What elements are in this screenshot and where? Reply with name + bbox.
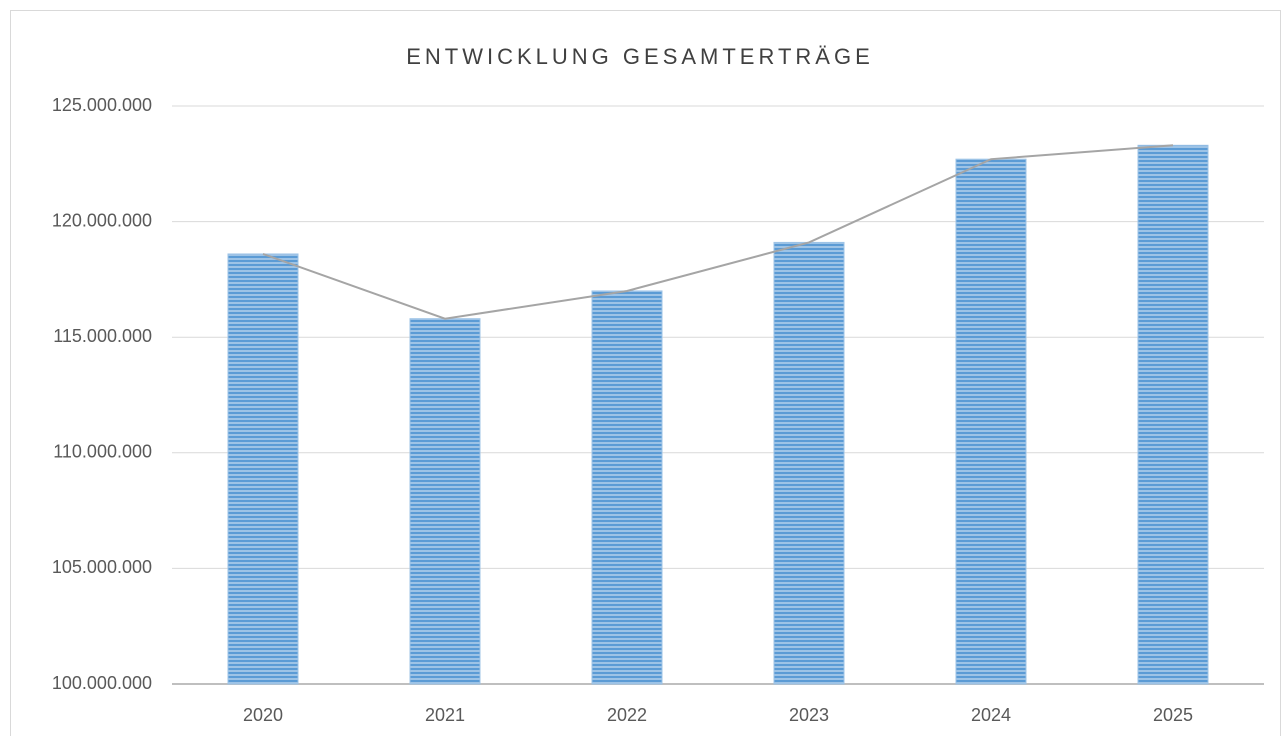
y-tick-label: 115.000.000 bbox=[53, 326, 152, 346]
bar bbox=[955, 158, 1027, 685]
bar bbox=[409, 318, 481, 685]
x-tick-label: 2023 bbox=[789, 705, 829, 725]
bar bbox=[773, 241, 845, 685]
x-tick-label: 2021 bbox=[425, 705, 465, 725]
x-tick-label: 2025 bbox=[1153, 705, 1193, 725]
x-tick-label: 2022 bbox=[607, 705, 647, 725]
bar bbox=[591, 290, 663, 685]
y-tick-label: 125.000.000 bbox=[52, 95, 152, 115]
x-tick-label: 2020 bbox=[243, 705, 283, 725]
y-tick-label: 100.000.000 bbox=[52, 673, 152, 693]
y-tick-label: 110.000.000 bbox=[53, 442, 152, 462]
bar bbox=[227, 253, 299, 685]
trend-line bbox=[262, 144, 1174, 320]
chart-title: ENTWICKLUNG GESAMTERTRÄGE bbox=[406, 44, 874, 69]
y-tick-label: 105.000.000 bbox=[52, 557, 152, 577]
x-tick-label: 2024 bbox=[971, 705, 1011, 725]
y-tick-label: 120.000.000 bbox=[52, 210, 152, 230]
bar bbox=[1137, 144, 1209, 685]
